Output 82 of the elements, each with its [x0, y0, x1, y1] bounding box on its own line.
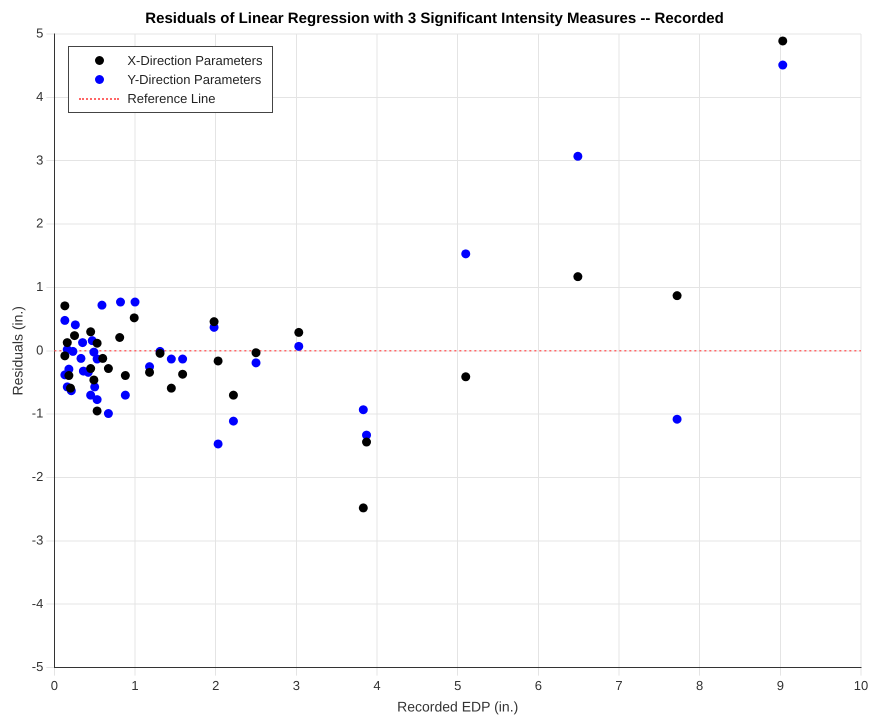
point [672, 414, 682, 424]
point [210, 317, 219, 326]
y-tick-label: -4 [32, 596, 44, 611]
x-tick-label: 0 [50, 678, 58, 693]
point [358, 503, 368, 512]
y-tick-label: 1 [36, 279, 44, 294]
y-tick-label: -3 [32, 532, 44, 548]
point [573, 152, 582, 161]
point [461, 249, 470, 258]
point [294, 328, 304, 337]
point [64, 371, 74, 380]
x-tick-label: 9 [776, 678, 784, 693]
point [89, 375, 98, 384]
y-tick-label: 2 [36, 216, 44, 231]
point [70, 320, 80, 330]
x-tick-label: 6 [534, 678, 542, 693]
chart-title: Residuals of Linear Regression with 3 Significant Intensity Measures -- Recorded [145, 10, 724, 28]
point [178, 370, 188, 379]
point [86, 364, 96, 374]
point [573, 272, 582, 282]
point [145, 368, 154, 377]
point [60, 316, 70, 325]
point [76, 354, 86, 363]
point [461, 372, 470, 382]
point [178, 354, 188, 364]
y-tick-label: -5 [32, 659, 44, 674]
point [778, 36, 788, 46]
point [86, 390, 96, 400]
point [78, 338, 88, 348]
point [362, 438, 372, 447]
point [62, 338, 72, 348]
point [116, 298, 126, 307]
x-tick-label: 5 [454, 678, 462, 693]
point [214, 356, 223, 366]
point [70, 331, 80, 340]
y-tick-label: -1 [32, 406, 44, 421]
x-axis-title: Recorded EDP (in.) [397, 698, 518, 714]
point [228, 390, 238, 400]
point [60, 301, 70, 310]
point [166, 384, 176, 393]
point [104, 364, 113, 374]
point [120, 371, 130, 380]
y-tick-label: -2 [32, 469, 44, 484]
x-tick-label: 7 [615, 678, 623, 693]
x-tick-label: 4 [373, 678, 381, 693]
x-tick-label: 1 [131, 678, 139, 693]
x-tick-label: 3 [292, 678, 300, 693]
y-tick-label: 5 [36, 26, 44, 41]
point [228, 416, 238, 426]
legend-label: X-Direction Parameters [127, 53, 262, 68]
point [214, 439, 223, 448]
point [358, 405, 368, 414]
y-tick-label: 4 [36, 88, 44, 104]
point [104, 409, 113, 418]
x-tick-label: 8 [696, 678, 704, 693]
point [89, 348, 98, 357]
point [97, 300, 106, 310]
point [92, 406, 102, 416]
point [294, 342, 304, 351]
y-tick-label: 3 [36, 152, 44, 168]
x-tick-label: 2 [212, 678, 220, 693]
y-axis-title: Residuals (in.) [9, 306, 26, 396]
point [92, 395, 102, 404]
point [68, 346, 78, 356]
point [778, 60, 788, 70]
legend-label: Y-Direction Parameters [127, 72, 262, 87]
point [86, 327, 96, 336]
point [252, 348, 261, 358]
legend-label: Reference Line [127, 91, 216, 106]
point [672, 291, 682, 300]
point [120, 390, 130, 400]
point [66, 384, 75, 393]
point [60, 351, 70, 360]
point [130, 313, 139, 322]
y-tick-label: 0 [36, 342, 44, 358]
point [252, 358, 261, 368]
point [130, 298, 140, 307]
point [166, 354, 176, 364]
point [115, 332, 124, 342]
point [98, 354, 108, 363]
x-tick-label: 10 [854, 678, 868, 693]
point [92, 338, 102, 348]
